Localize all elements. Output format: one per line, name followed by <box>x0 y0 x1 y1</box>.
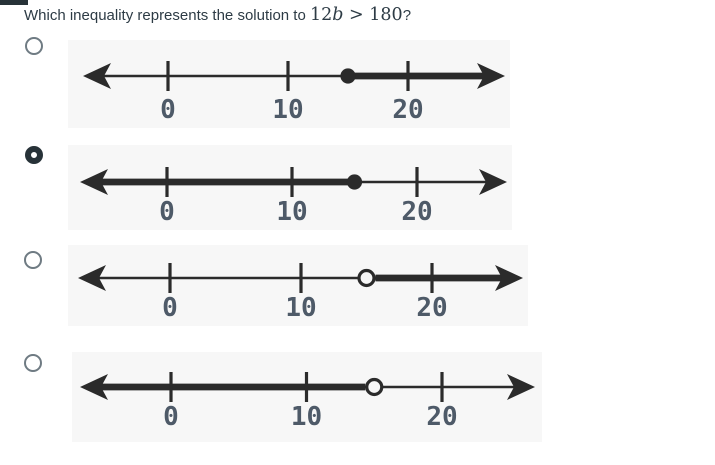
tick-label-20: 20 <box>401 197 432 227</box>
question-suffix: ? <box>402 7 412 24</box>
tick-label-20: 20 <box>392 95 423 125</box>
closed-endpoint-dot <box>340 68 356 84</box>
tick-label-0: 0 <box>160 95 176 125</box>
tick-label-10: 10 <box>272 95 303 125</box>
tick-label-0: 0 <box>159 197 175 227</box>
option-radio-3[interactable] <box>24 251 42 269</box>
question-text: Which inequality represents the solution… <box>24 2 411 28</box>
open-endpoint-circle <box>365 377 384 397</box>
number-line-image-1: 0 10 20 <box>68 40 510 128</box>
tick-label-10: 10 <box>285 293 316 323</box>
option-radio-1[interactable] <box>25 37 43 55</box>
top-accent-bar <box>0 0 28 5</box>
math-comparison: > 180 <box>343 5 403 25</box>
option-radio-2[interactable] <box>25 146 43 164</box>
closed-endpoint-dot <box>346 174 363 190</box>
tick-label-0: 0 <box>163 402 179 432</box>
open-endpoint-circle <box>357 268 376 288</box>
tick-label-10: 10 <box>291 402 322 432</box>
tick-label-20: 20 <box>426 402 457 432</box>
question-prefix: Which inequality represents the solution… <box>24 7 310 24</box>
tick-label-20: 20 <box>416 293 447 323</box>
math-expression: 12b > 180 <box>310 5 403 25</box>
number-line-image-4: 0 10 20 <box>72 352 542 442</box>
math-variable: b <box>332 5 344 25</box>
number-line-image-2: 0 10 20 <box>68 145 512 230</box>
tick-label-10: 10 <box>276 197 307 227</box>
math-coefficient: 12 <box>310 5 333 25</box>
number-line-image-3: 0 10 20 <box>68 245 528 326</box>
tick-label-0: 0 <box>162 293 178 323</box>
option-radio-4[interactable] <box>24 354 42 372</box>
